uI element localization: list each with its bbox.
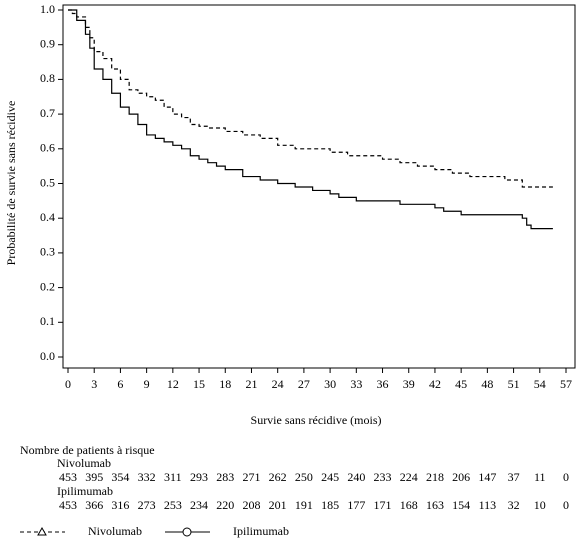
survival-curve (68, 9, 553, 230)
risk-title: Nombre de patients à risque (20, 443, 155, 457)
legend-marker (37, 526, 47, 536)
y-tick-label: 0.8 (40, 71, 55, 85)
risk-group-label: Nivolumab (57, 456, 111, 470)
risk-count: 0 (563, 498, 569, 512)
risk-count: 206 (452, 470, 470, 484)
x-axis-title: Survie sans récidive (mois) (251, 413, 382, 427)
x-tick-label: 54 (534, 377, 546, 391)
x-tick-label: 0 (65, 377, 71, 391)
risk-count: 220 (216, 498, 234, 512)
x-tick-label: 6 (117, 377, 123, 391)
risk-count: 147 (478, 470, 496, 484)
risk-count: 366 (85, 498, 103, 512)
risk-count: 311 (164, 470, 182, 484)
x-tick-label: 39 (403, 377, 415, 391)
risk-count: 283 (216, 470, 234, 484)
risk-count: 262 (269, 470, 287, 484)
y-tick-label: 0.3 (40, 245, 55, 259)
x-tick-label: 48 (481, 377, 493, 391)
risk-count: 171 (374, 498, 392, 512)
risk-count: 354 (111, 470, 129, 484)
risk-count: 177 (347, 498, 365, 512)
risk-count: 10 (534, 498, 546, 512)
legend-label: Ipilimumab (233, 524, 289, 538)
y-tick-label: 0.5 (40, 175, 55, 189)
x-tick-label: 24 (272, 377, 284, 391)
x-tick-label: 9 (144, 377, 150, 391)
y-tick-label: 0.7 (40, 106, 55, 120)
risk-count: 293 (190, 470, 208, 484)
y-tick-label: 0.6 (40, 141, 55, 155)
risk-count: 168 (400, 498, 418, 512)
risk-group-label: Ipilimumab (57, 484, 113, 498)
y-tick-label: 0.2 (40, 279, 55, 293)
risk-count: 154 (452, 498, 470, 512)
y-tick-label: 0.0 (40, 349, 55, 363)
plot-frame (62, 4, 576, 369)
legend-marker (182, 527, 192, 537)
x-tick-label: 21 (245, 377, 257, 391)
risk-count: 201 (269, 498, 287, 512)
risk-count: 113 (479, 498, 497, 512)
risk-count: 163 (426, 498, 444, 512)
risk-count: 273 (138, 498, 156, 512)
survival-curve (68, 9, 553, 188)
x-tick-label: 51 (508, 377, 520, 391)
risk-count: 32 (508, 498, 520, 512)
risk-count: 245 (321, 470, 339, 484)
risk-count: 185 (321, 498, 339, 512)
x-tick-label: 42 (429, 377, 441, 391)
x-tick-label: 15 (193, 377, 205, 391)
risk-count: 250 (295, 470, 313, 484)
risk-count: 0 (563, 470, 569, 484)
risk-count: 208 (242, 498, 260, 512)
x-tick-label: 33 (350, 377, 362, 391)
x-tick-label: 30 (324, 377, 336, 391)
risk-count: 240 (347, 470, 365, 484)
legend-label: Nivolumab (88, 524, 142, 538)
risk-count: 224 (400, 470, 418, 484)
risk-count: 11 (534, 470, 546, 484)
risk-count: 37 (508, 470, 520, 484)
x-tick-label: 12 (167, 377, 179, 391)
risk-count: 234 (190, 498, 208, 512)
x-tick-label: 3 (91, 377, 97, 391)
x-tick-label: 27 (298, 377, 310, 391)
risk-count: 453 (59, 498, 77, 512)
x-tick-label: 57 (560, 377, 572, 391)
x-tick-label: 18 (219, 377, 231, 391)
x-tick-label: 36 (377, 377, 389, 391)
risk-count: 316 (111, 498, 129, 512)
x-tick-label: 45 (455, 377, 467, 391)
risk-count: 332 (138, 470, 156, 484)
risk-count: 191 (295, 498, 313, 512)
risk-count: 453 (59, 470, 77, 484)
risk-count: 218 (426, 470, 444, 484)
risk-count: 395 (85, 470, 103, 484)
y-tick-label: 0.1 (40, 314, 55, 328)
risk-count: 233 (374, 470, 392, 484)
y-axis-title: Probabilité de survie sans récidive (4, 101, 18, 266)
y-tick-label: 1.0 (40, 2, 55, 16)
y-tick-label: 0.4 (40, 210, 55, 224)
risk-count: 253 (164, 498, 182, 512)
y-tick-label: 0.9 (40, 36, 55, 50)
risk-count: 271 (242, 470, 260, 484)
